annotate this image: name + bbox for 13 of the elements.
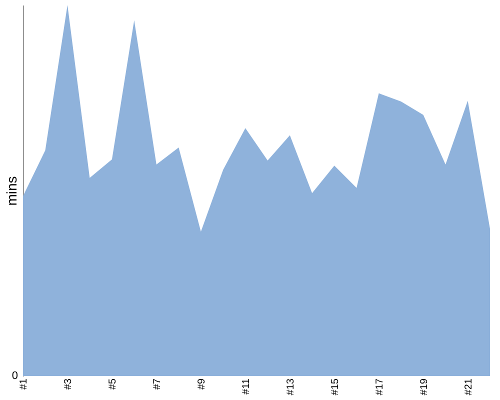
y-axis-title: mins bbox=[4, 176, 20, 206]
x-tick-label: #13 bbox=[285, 378, 296, 396]
x-tick-label: #19 bbox=[418, 378, 430, 396]
x-tick-label: #11 bbox=[240, 378, 252, 394]
x-tick-label: #7 bbox=[152, 378, 163, 390]
x-tick-label: #17 bbox=[374, 378, 386, 396]
x-tick-label: #1 bbox=[18, 378, 30, 390]
annotation: 0 bbox=[12, 370, 18, 382]
x-tick-label: #9 bbox=[196, 378, 208, 390]
x-tick-label: #15 bbox=[330, 378, 341, 396]
x-tick-label: #21 bbox=[463, 378, 474, 396]
x-tick-label: #5 bbox=[107, 378, 118, 390]
x-tick-label: #3 bbox=[62, 378, 74, 390]
